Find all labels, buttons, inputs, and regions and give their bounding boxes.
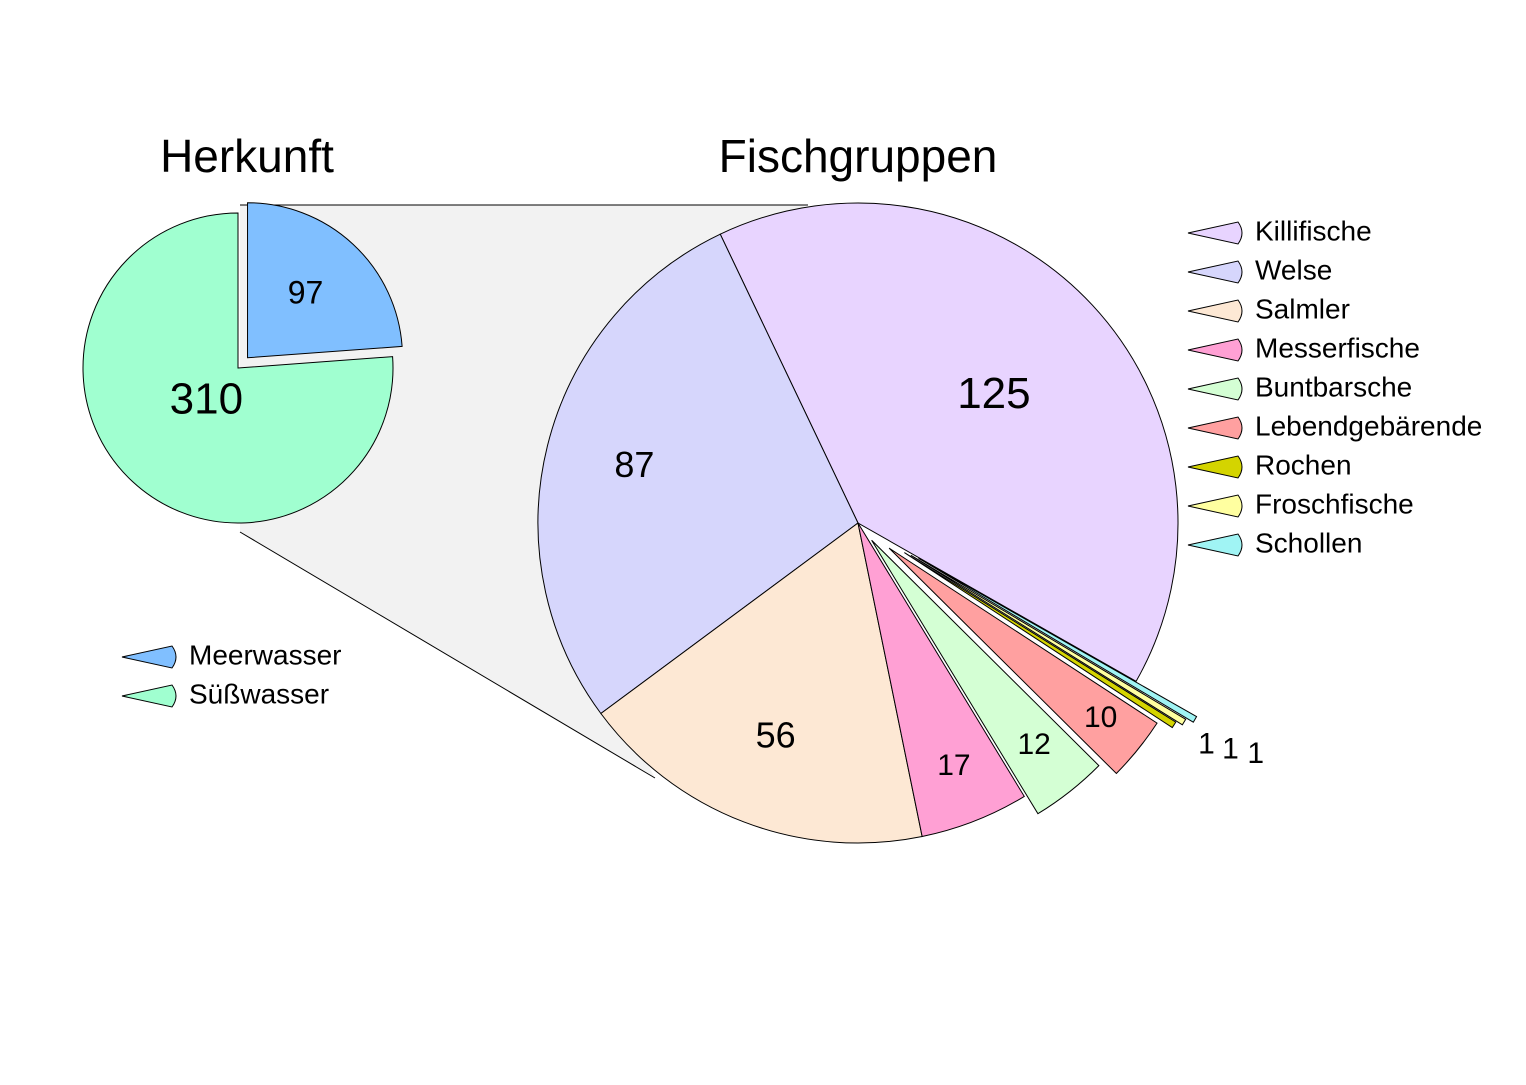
data-label: 12 (1017, 728, 1050, 761)
legend-marker (1187, 494, 1243, 518)
legend-label: Süßwasser (189, 678, 329, 709)
pie-slice (857, 522, 1025, 838)
legend-label: Schollen (1255, 527, 1362, 558)
pie-slice (82, 212, 394, 524)
connector-line (239, 531, 656, 779)
pie-slice (888, 547, 1158, 775)
pie-slice (719, 202, 1179, 683)
legend-label: Messerfische (1255, 332, 1420, 363)
legend-label: Salmler (1255, 293, 1350, 324)
data-label: 1 (1198, 727, 1215, 760)
legend-label: Meerwasser (189, 639, 341, 670)
data-label: 10 (1084, 701, 1117, 734)
legend-label: Froschfische (1255, 488, 1414, 519)
legend-marker (1187, 377, 1243, 401)
chart-title: Fischgruppen (719, 130, 998, 182)
legend-marker (1187, 338, 1243, 362)
pie-slice (537, 233, 859, 715)
data-label: 310 (170, 375, 243, 424)
chart-title: Herkunft (160, 130, 334, 182)
pie-slice (247, 202, 403, 359)
legend-label: Killifische (1255, 215, 1372, 246)
data-label: 125 (957, 369, 1030, 418)
data-label: 87 (614, 444, 654, 485)
pie-slice (600, 522, 923, 844)
data-label: 97 (288, 275, 324, 311)
legend-marker (1187, 221, 1243, 245)
data-label: 1 (1247, 737, 1264, 770)
data-label: 1 (1222, 732, 1239, 765)
pie-slice (910, 554, 1187, 726)
legend-marker (1187, 533, 1243, 557)
legend-marker (121, 645, 177, 669)
legend-label: Welse (1255, 254, 1332, 285)
legend-label: Rochen (1255, 449, 1352, 480)
pie-slice (871, 539, 1100, 815)
data-label: 56 (756, 715, 796, 756)
legend-marker (1187, 455, 1243, 479)
pie-slice (918, 557, 1198, 723)
legend-marker (1187, 299, 1243, 323)
legend-marker (1187, 260, 1243, 284)
legend-label: Lebendgebärende (1255, 410, 1482, 441)
legend-marker (121, 684, 177, 708)
pie-slice (904, 552, 1177, 729)
data-label: 17 (937, 749, 970, 782)
legend-label: Buntbarsche (1255, 371, 1412, 402)
legend-marker (1187, 416, 1243, 440)
